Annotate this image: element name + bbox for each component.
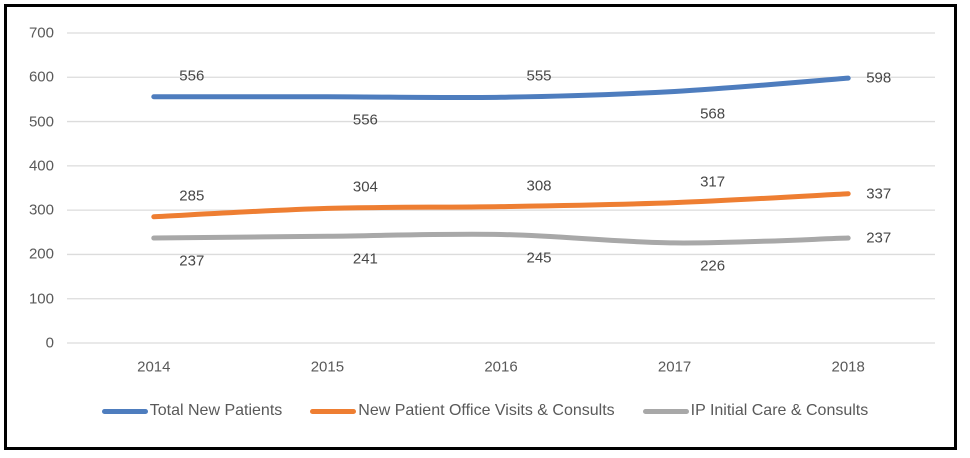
data-label-series1-2014: 285: [179, 187, 205, 205]
data-label-series2-2014: 237: [179, 252, 205, 270]
legend-line-marker-icon: [101, 408, 148, 414]
data-label-series0-2016: 555: [526, 67, 552, 85]
legend-label: IP Initial Care & Consults: [690, 402, 869, 419]
data-label-series2-2017: 226: [700, 257, 726, 275]
data-label-series2-2018: 237: [866, 229, 892, 247]
y-tick-label: 200: [28, 245, 54, 263]
series-line-2: [151, 231, 851, 246]
x-tick-label: 2016: [484, 358, 518, 376]
y-tick-label: 100: [28, 290, 54, 308]
y-tick-label: 600: [28, 68, 54, 86]
legend-item-1: New Patient Office Visits & Consults: [310, 402, 615, 420]
legend-line-marker-icon: [310, 408, 357, 414]
legend-line-marker-icon: [642, 408, 689, 414]
data-label-series0-2018: 598: [866, 69, 892, 87]
gridlines: [67, 32, 935, 344]
legend-item-0: Total New Patients: [101, 402, 283, 420]
series-line-0: [151, 75, 851, 101]
data-label-series0-2014: 556: [179, 67, 205, 85]
legend-item-2: IP Initial Care & Consults: [642, 402, 869, 420]
data-label-series0-2015: 556: [352, 111, 378, 129]
x-tick-label: 2014: [137, 358, 171, 376]
y-tick-label: 300: [28, 201, 54, 219]
data-label-series1-2017: 317: [700, 173, 726, 191]
series-line-1: [151, 191, 851, 220]
data-label-series2-2015: 241: [352, 250, 378, 268]
x-tick-label: 2017: [657, 358, 692, 376]
y-tick-label: 700: [28, 24, 54, 42]
legend: Total New Patients New Patient Office Vis…: [0, 398, 970, 424]
data-label-series1-2015: 304: [352, 178, 378, 196]
data-label-series1-2018: 337: [866, 185, 892, 203]
y-tick-label: 500: [28, 113, 54, 131]
series-lines: [151, 75, 851, 246]
legend-label: New Patient Office Visits & Consults: [358, 402, 615, 419]
y-tick-label: 0: [45, 334, 54, 352]
legend-label: Total New Patients: [149, 402, 283, 419]
x-tick-label: 2018: [831, 358, 865, 376]
data-label-series2-2016: 245: [526, 249, 552, 266]
y-tick-label: 400: [28, 157, 54, 175]
data-label-series1-2016: 308: [526, 177, 552, 195]
data-label-series0-2017: 568: [700, 105, 726, 123]
x-tick-label: 2015: [310, 358, 345, 376]
